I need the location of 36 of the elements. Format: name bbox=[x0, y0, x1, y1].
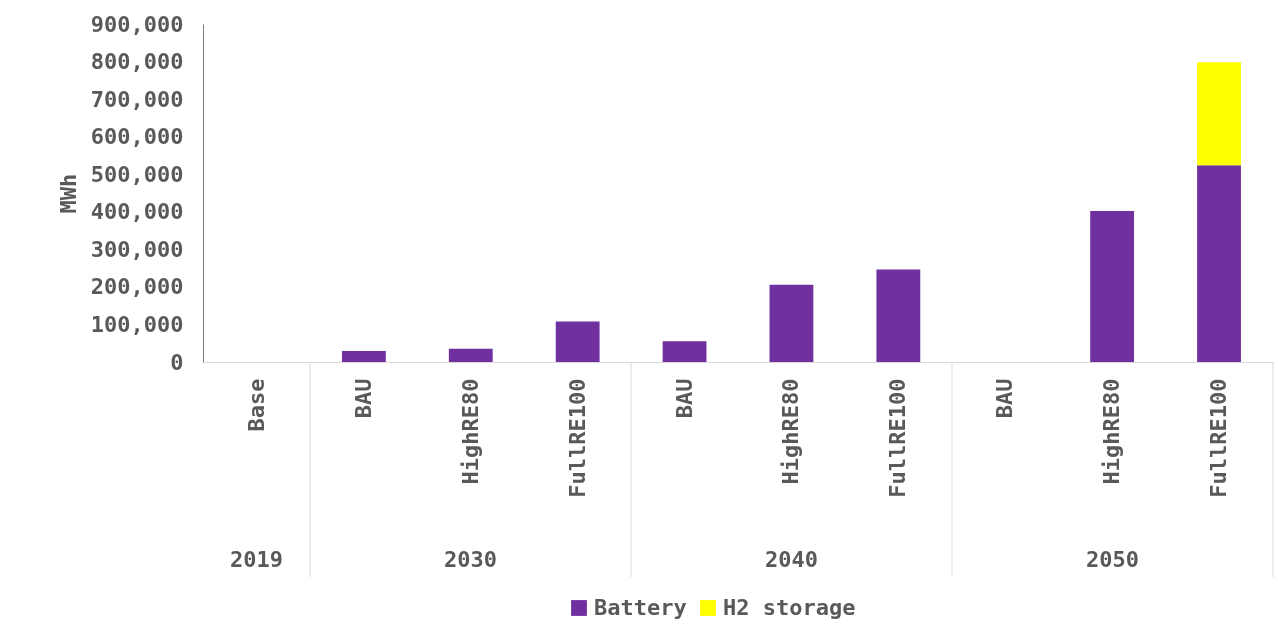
y-tick-label: 700,000 bbox=[90, 86, 184, 112]
x-tick-label: FullRE100 bbox=[1206, 378, 1232, 498]
y-tick-label: 900,000 bbox=[90, 11, 184, 37]
y-tick-label: 400,000 bbox=[90, 199, 184, 225]
x-tick-label: HighRE80 bbox=[1099, 378, 1125, 485]
y-axis-title: MWh bbox=[55, 173, 81, 214]
bar bbox=[1090, 211, 1135, 362]
y-tick-label: 500,000 bbox=[90, 161, 184, 187]
x-tick-label: BAU bbox=[350, 378, 376, 419]
y-tick-label: 0 bbox=[170, 349, 184, 375]
legend-label: Battery bbox=[594, 595, 687, 620]
bar bbox=[1197, 62, 1241, 166]
text: 2040 bbox=[765, 547, 818, 572]
y-tick-label: 600,000 bbox=[90, 124, 184, 150]
x-tick-label: BAU bbox=[671, 378, 697, 419]
bar bbox=[876, 269, 921, 362]
x-tick-label: HighRE80 bbox=[457, 378, 483, 485]
text: 2050 bbox=[1086, 547, 1139, 572]
text: 2030 bbox=[444, 547, 497, 572]
x-tick-label: FullRE100 bbox=[564, 378, 590, 498]
y-tick-label: 800,000 bbox=[90, 49, 184, 75]
bar bbox=[662, 341, 707, 362]
x-tick-label: FullRE100 bbox=[885, 378, 911, 498]
y-tick-label: 200,000 bbox=[90, 274, 184, 300]
y-tick-label: 100,000 bbox=[90, 311, 184, 337]
bar bbox=[448, 348, 493, 362]
bar bbox=[555, 321, 600, 362]
x-tick-label: Base bbox=[243, 378, 269, 432]
x-tick-label: HighRE80 bbox=[778, 378, 804, 485]
legend-label: H2 storage bbox=[723, 595, 856, 620]
x-tick-label: BAU bbox=[992, 378, 1018, 419]
y-tick-label: 300,000 bbox=[90, 236, 184, 262]
bar bbox=[341, 351, 386, 362]
bar bbox=[769, 284, 814, 362]
text: 2019 bbox=[230, 547, 283, 572]
bar bbox=[1197, 165, 1241, 362]
